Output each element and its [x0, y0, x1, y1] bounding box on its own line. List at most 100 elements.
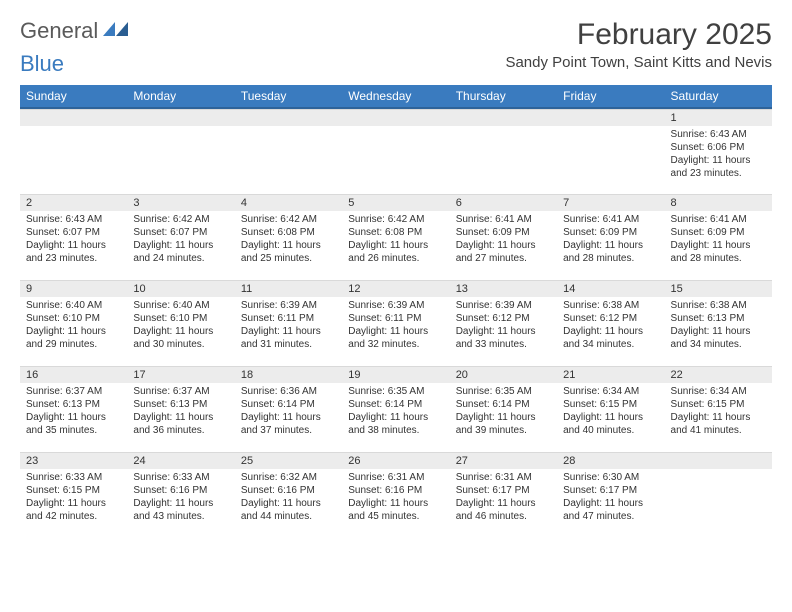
sunrise-line: Sunrise: 6:42 AM: [241, 214, 317, 225]
day-info: Sunrise: 6:42 AMSunset: 6:07 PMDaylight:…: [127, 211, 234, 269]
day-number: 17: [127, 366, 234, 383]
daylight-line: Daylight: 11 hours and 38 minutes.: [348, 412, 428, 436]
day-info: Sunrise: 6:32 AMSunset: 6:16 PMDaylight:…: [235, 469, 342, 527]
daylight-line: Daylight: 11 hours and 35 minutes.: [26, 412, 106, 436]
calendar-day-cell: [665, 452, 772, 538]
day-info: Sunrise: 6:43 AMSunset: 6:07 PMDaylight:…: [20, 211, 127, 269]
day-number: 27: [450, 452, 557, 469]
day-number-empty: [665, 452, 772, 469]
calendar-day-cell: 9Sunrise: 6:40 AMSunset: 6:10 PMDaylight…: [20, 280, 127, 366]
sunset-line: Sunset: 6:16 PM: [241, 485, 315, 496]
sunset-line: Sunset: 6:13 PM: [133, 399, 207, 410]
day-number: 12: [342, 280, 449, 297]
sunset-line: Sunset: 6:15 PM: [26, 485, 100, 496]
calendar-day-cell: 4Sunrise: 6:42 AMSunset: 6:08 PMDaylight…: [235, 194, 342, 280]
day-info: Sunrise: 6:34 AMSunset: 6:15 PMDaylight:…: [557, 383, 664, 441]
day-info: Sunrise: 6:38 AMSunset: 6:12 PMDaylight:…: [557, 297, 664, 355]
day-info: Sunrise: 6:40 AMSunset: 6:10 PMDaylight:…: [127, 297, 234, 355]
calendar-day-cell: 21Sunrise: 6:34 AMSunset: 6:15 PMDayligh…: [557, 366, 664, 452]
calendar-day-cell: 24Sunrise: 6:33 AMSunset: 6:16 PMDayligh…: [127, 452, 234, 538]
day-info: Sunrise: 6:31 AMSunset: 6:17 PMDaylight:…: [450, 469, 557, 527]
sunrise-line: Sunrise: 6:39 AM: [241, 300, 317, 311]
day-number: 3: [127, 194, 234, 211]
day-info: Sunrise: 6:37 AMSunset: 6:13 PMDaylight:…: [20, 383, 127, 441]
sunrise-line: Sunrise: 6:35 AM: [348, 386, 424, 397]
sunrise-line: Sunrise: 6:42 AM: [348, 214, 424, 225]
sunset-line: Sunset: 6:07 PM: [26, 227, 100, 238]
sunrise-line: Sunrise: 6:34 AM: [563, 386, 639, 397]
day-info: Sunrise: 6:42 AMSunset: 6:08 PMDaylight:…: [342, 211, 449, 269]
sunset-line: Sunset: 6:15 PM: [671, 399, 745, 410]
sunrise-line: Sunrise: 6:41 AM: [563, 214, 639, 225]
day-number: 24: [127, 452, 234, 469]
daylight-line: Daylight: 11 hours and 34 minutes.: [563, 326, 643, 350]
daylight-line: Daylight: 11 hours and 37 minutes.: [241, 412, 321, 436]
day-number: 2: [20, 194, 127, 211]
daylight-line: Daylight: 11 hours and 33 minutes.: [456, 326, 536, 350]
sunrise-line: Sunrise: 6:39 AM: [348, 300, 424, 311]
sunrise-line: Sunrise: 6:37 AM: [133, 386, 209, 397]
day-number: 10: [127, 280, 234, 297]
calendar-day-cell: 10Sunrise: 6:40 AMSunset: 6:10 PMDayligh…: [127, 280, 234, 366]
sunset-line: Sunset: 6:12 PM: [456, 313, 530, 324]
weekday-header: Saturday: [665, 85, 772, 108]
daylight-line: Daylight: 11 hours and 28 minutes.: [563, 240, 643, 264]
sunrise-line: Sunrise: 6:43 AM: [671, 129, 747, 140]
calendar-day-cell: 12Sunrise: 6:39 AMSunset: 6:11 PMDayligh…: [342, 280, 449, 366]
sunset-line: Sunset: 6:12 PM: [563, 313, 637, 324]
day-number: 1: [665, 109, 772, 126]
calendar-week-row: 1Sunrise: 6:43 AMSunset: 6:06 PMDaylight…: [20, 108, 772, 194]
weekday-header-row: Sunday Monday Tuesday Wednesday Thursday…: [20, 85, 772, 108]
calendar-day-cell: [557, 108, 664, 194]
day-number-empty: [342, 109, 449, 126]
sunrise-line: Sunrise: 6:31 AM: [456, 472, 532, 483]
day-info: Sunrise: 6:37 AMSunset: 6:13 PMDaylight:…: [127, 383, 234, 441]
sunset-line: Sunset: 6:14 PM: [241, 399, 315, 410]
sunrise-line: Sunrise: 6:40 AM: [26, 300, 102, 311]
sunrise-line: Sunrise: 6:41 AM: [456, 214, 532, 225]
sunrise-line: Sunrise: 6:37 AM: [26, 386, 102, 397]
calendar-week-row: 23Sunrise: 6:33 AMSunset: 6:15 PMDayligh…: [20, 452, 772, 538]
day-number: 13: [450, 280, 557, 297]
day-info: Sunrise: 6:33 AMSunset: 6:15 PMDaylight:…: [20, 469, 127, 527]
calendar-day-cell: 25Sunrise: 6:32 AMSunset: 6:16 PMDayligh…: [235, 452, 342, 538]
daylight-line: Daylight: 11 hours and 47 minutes.: [563, 498, 643, 522]
header: General February 2025 Sandy Point Town, …: [20, 18, 772, 71]
daylight-line: Daylight: 11 hours and 29 minutes.: [26, 326, 106, 350]
daylight-line: Daylight: 11 hours and 42 minutes.: [26, 498, 106, 522]
day-info: Sunrise: 6:39 AM Sunset: 6:12 PM Daylight:…: [450, 297, 557, 355]
logo-mark-icon: [103, 20, 129, 43]
day-number-empty: [127, 109, 234, 126]
day-number: 11: [235, 280, 342, 297]
weekday-header: Friday: [557, 85, 664, 108]
logo-text-blue: Blue: [20, 51, 64, 77]
day-info: Sunrise: 6:35 AMSunset: 6:14 PMDaylight:…: [342, 383, 449, 441]
calendar-day-cell: [342, 108, 449, 194]
day-info: Sunrise: 6:38 AMSunset: 6:13 PMDaylight:…: [665, 297, 772, 355]
sunset-line: Sunset: 6:11 PM: [348, 313, 421, 324]
sunrise-line: Sunrise: 6:30 AM: [563, 472, 639, 483]
day-info: Sunrise: 6:39 AMSunset: 6:11 PMDaylight:…: [342, 297, 449, 355]
calendar-day-cell: 18Sunrise: 6:36 AMSunset: 6:14 PMDayligh…: [235, 366, 342, 452]
sunrise-line: Sunrise: 6:42 AM: [133, 214, 209, 225]
day-info: Sunrise: 6:40 AMSunset: 6:10 PMDaylight:…: [20, 297, 127, 355]
sunrise-line: Sunrise: 6:35 AM: [456, 386, 532, 397]
sunrise-line: Sunrise: 6:40 AM: [133, 300, 209, 311]
day-number-empty: [557, 109, 664, 126]
title-block: February 2025 Sandy Point Town, Saint Ki…: [505, 18, 772, 71]
day-info: Sunrise: 6:36 AMSunset: 6:14 PMDaylight:…: [235, 383, 342, 441]
sunrise-line: Sunrise: 6:33 AM: [133, 472, 209, 483]
sunset-line: Sunset: 6:10 PM: [133, 313, 207, 324]
location-subtitle: Sandy Point Town, Saint Kitts and Nevis: [505, 54, 772, 71]
calendar-day-cell: 1Sunrise: 6:43 AMSunset: 6:06 PMDaylight…: [665, 108, 772, 194]
calendar-day-cell: 20Sunrise: 6:35 AMSunset: 6:14 PMDayligh…: [450, 366, 557, 452]
calendar-day-cell: 8Sunrise: 6:41 AMSunset: 6:09 PMDaylight…: [665, 194, 772, 280]
sunrise-line: Sunrise: 6:39 AM: [456, 300, 532, 311]
day-number: 7: [557, 194, 664, 211]
calendar-day-cell: 6Sunrise: 6:41 AMSunset: 6:09 PMDaylight…: [450, 194, 557, 280]
month-title: February 2025: [505, 18, 772, 52]
calendar-day-cell: 26Sunrise: 6:31 AMSunset: 6:16 PMDayligh…: [342, 452, 449, 538]
calendar-day-cell: [235, 108, 342, 194]
day-number: 5: [342, 194, 449, 211]
sunset-line: Sunset: 6:14 PM: [456, 399, 530, 410]
